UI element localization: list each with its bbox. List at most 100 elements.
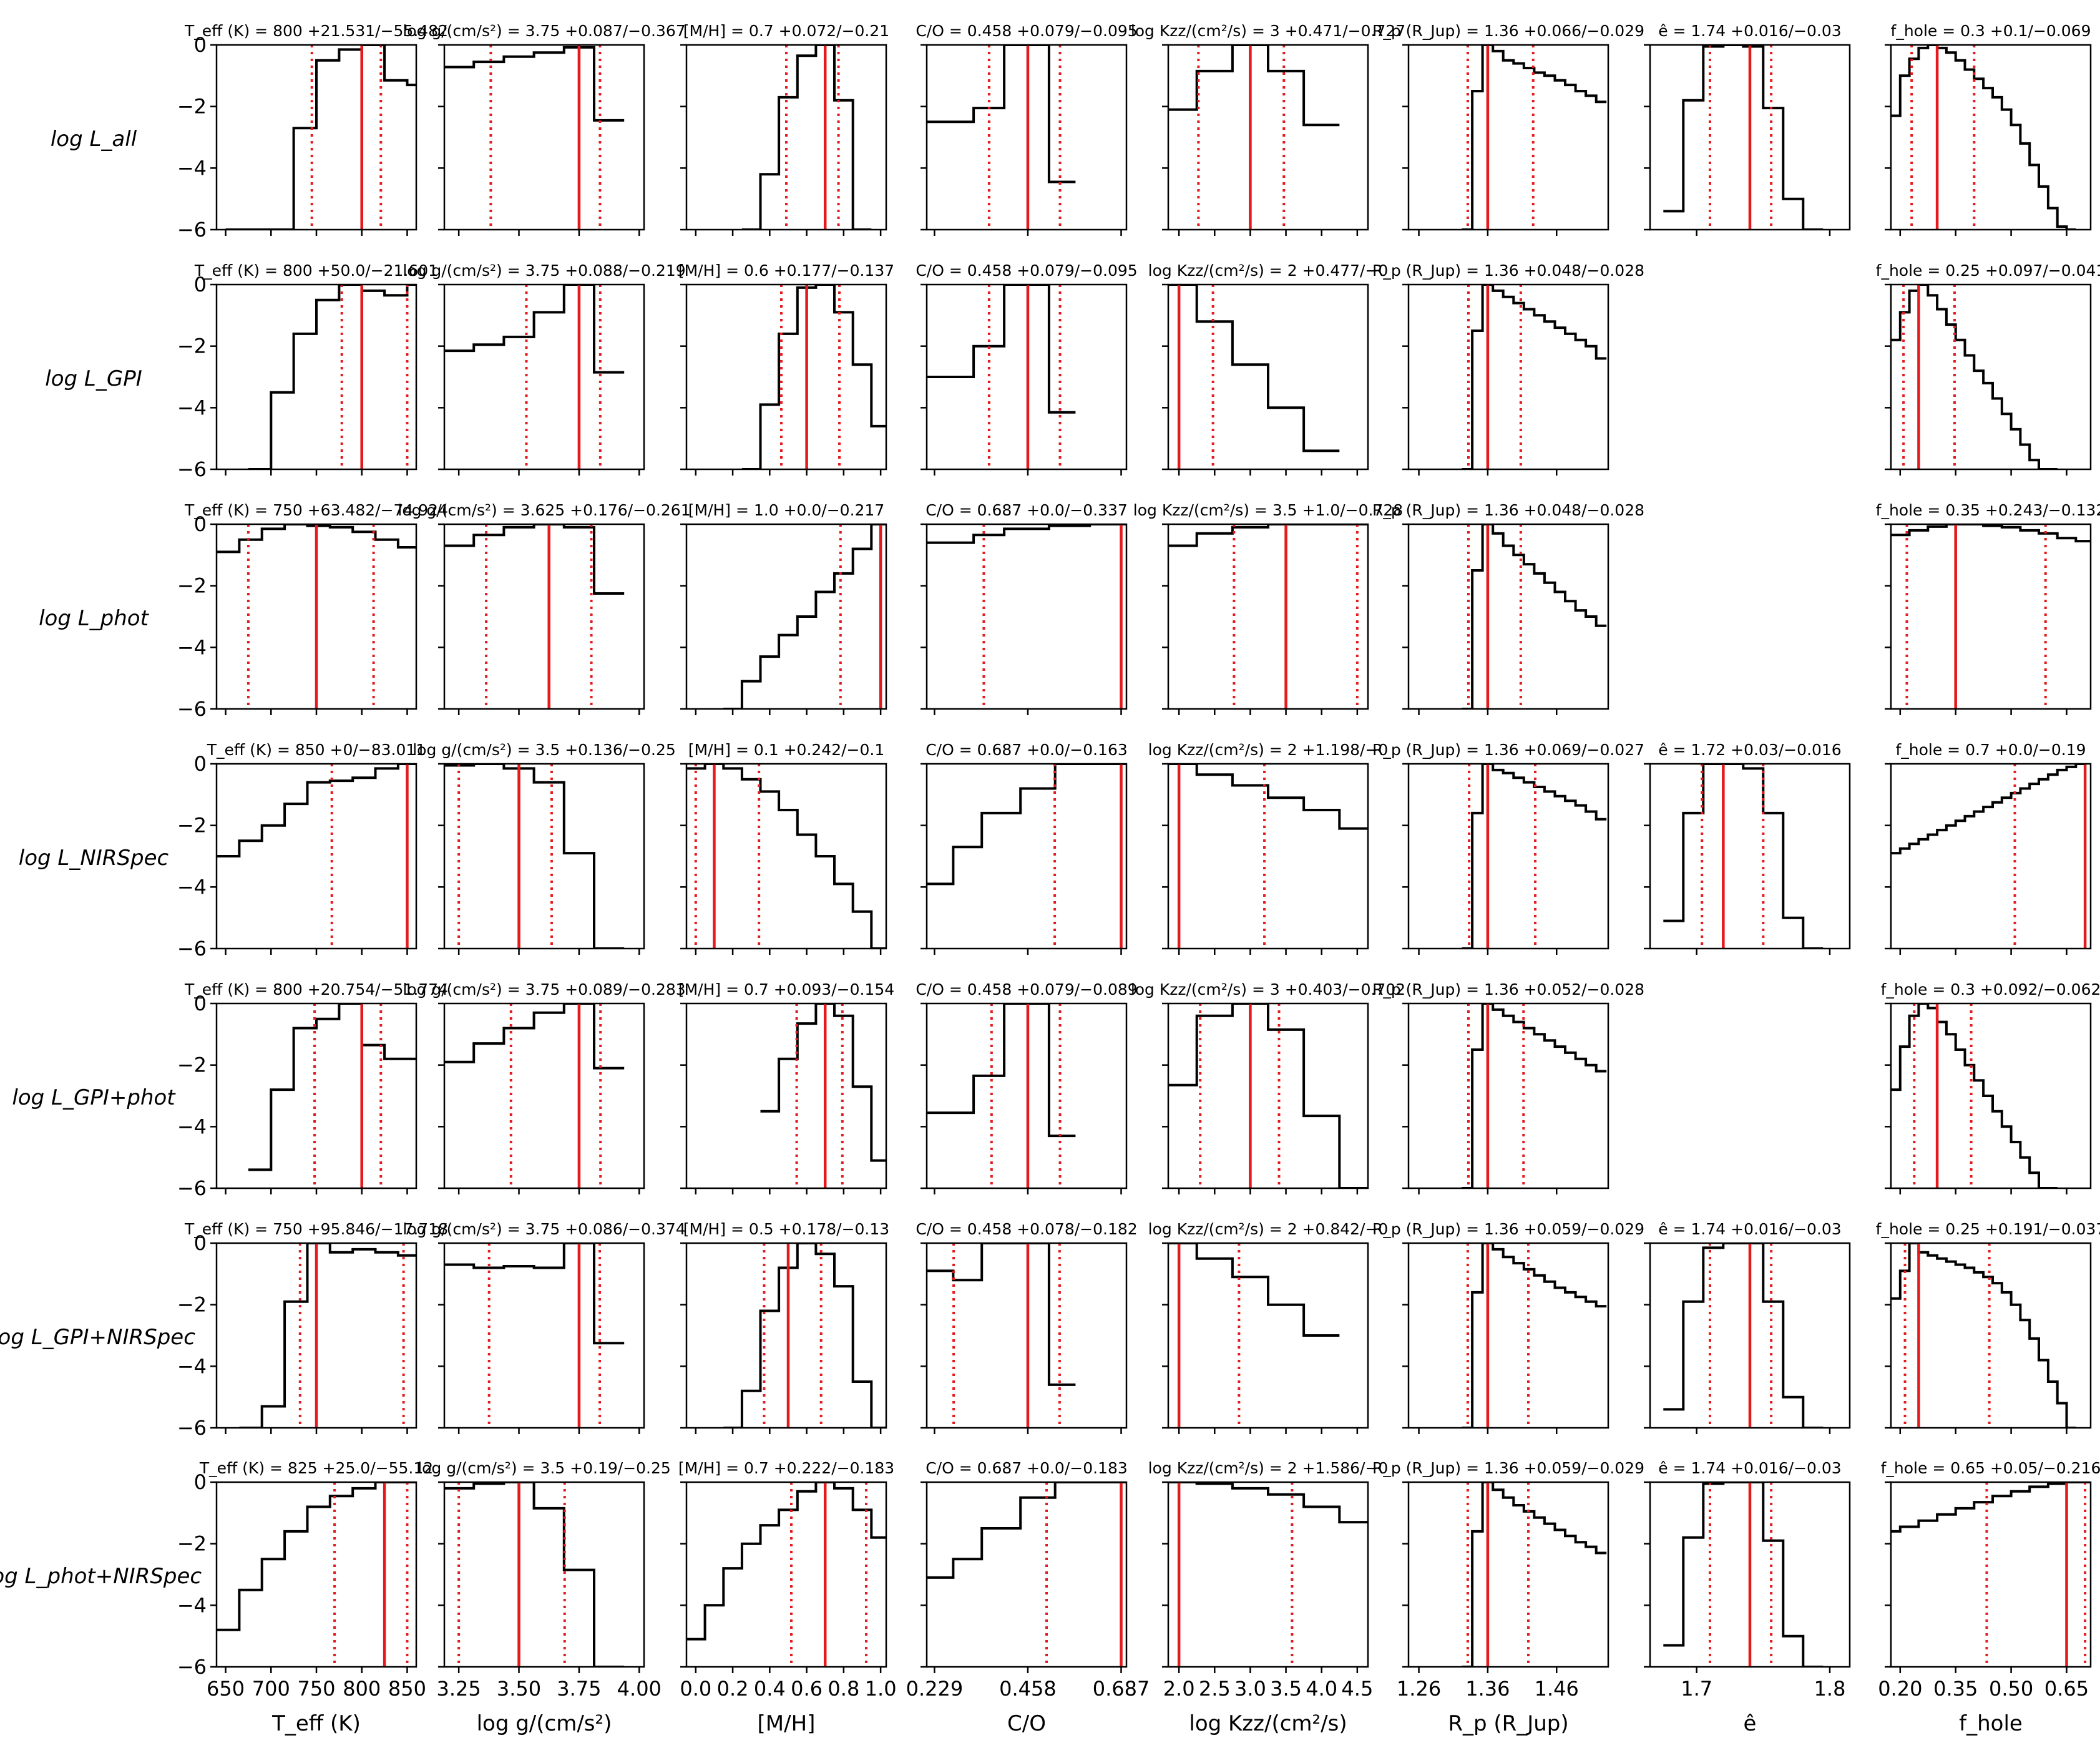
panel-ehat: ê = 1.74 +0.016/−0.03 (1644, 22, 1851, 236)
axes-frame (1407, 1481, 1609, 1668)
axes-frame (925, 763, 1128, 950)
panel-title: log g/(cm/s²) = 3.75 +0.087/−0.367 (403, 22, 685, 40)
axes-frame (685, 1242, 887, 1429)
axes-frame (685, 523, 887, 710)
x-tick-label: 0.4 (754, 1677, 786, 1701)
y-tick-label: −6 (177, 457, 207, 481)
histogram-step (1462, 1243, 1607, 1428)
y-tick-label: −6 (177, 1655, 207, 1679)
axes-frame (685, 44, 887, 231)
panel-co: C/O = 0.687 +0.0/−0.337 (921, 501, 1128, 715)
panel-title: [M/H] = 0.7 +0.093/−0.154 (678, 980, 894, 998)
histogram-step (1462, 524, 1607, 709)
panel-kzz: log Kzz/(cm²/s) = 2 +0.842/−0 (1148, 1220, 1388, 1434)
histogram-step (1462, 45, 1607, 230)
panel-mh: [M/H] = 0.7 +0.222/−0.183 0.0 0.2 0.4 0.6 0.8… (678, 1459, 897, 1701)
panel-rp: R_p (R_Jup) = 1.36 +0.048/−0.028 (1372, 261, 1644, 476)
axes-frame (925, 283, 1128, 471)
panel-co: C/O = 0.687 +0.0/−0.163 (921, 741, 1128, 955)
axes-frame (1407, 44, 1609, 231)
axes-frame (1167, 763, 1369, 950)
panel-fhole: f_hole = 0.25 +0.097/−0.041 (1876, 261, 2100, 476)
panel-title: log Kzz/(cm²/s) = 3 +0.403/−0.702 (1131, 980, 1405, 998)
y-tick-label: −4 (177, 635, 207, 659)
panel-co: C/O = 0.458 +0.079/−0.095 (916, 22, 1138, 236)
panel-title: C/O = 0.458 +0.079/−0.089 (916, 980, 1137, 998)
panel-title: log Kzz/(cm²/s) = 3 +0.471/−0.727 (1131, 22, 1405, 40)
histogram-step (217, 524, 416, 554)
x-tick-label: 750 (297, 1677, 335, 1701)
panel-title: R_p (R_Jup) = 1.36 +0.069/−0.027 (1372, 741, 1644, 759)
x-axis-label-kzz: log Kzz/(cm²/s) (1189, 1711, 1347, 1736)
panel-title: T_eff (K) = 750 +95.846/−17.718 (184, 1220, 448, 1238)
panel-logg: log g/(cm/s²) = 3.5 +0.136/−0.25 (413, 741, 676, 955)
axes-frame (1407, 763, 1609, 950)
histogram-step (1663, 45, 1824, 230)
histogram-step (1168, 1003, 1368, 1188)
histogram-step (1891, 1482, 2091, 1533)
x-tick-label: 1.26 (1397, 1677, 1441, 1701)
axes-frame (1167, 1242, 1369, 1429)
histogram-step (444, 46, 625, 122)
histogram-step (741, 45, 872, 230)
panel-title: R_p (R_Jup) = 1.36 +0.059/−0.029 (1372, 1220, 1644, 1238)
axes-frame (1407, 283, 1609, 471)
panel-kzz: log Kzz/(cm²/s) = 2 +1.586/−0 2.0 2.5 3.0 3.… (1148, 1459, 1389, 1701)
x-tick-label: 850 (388, 1677, 426, 1701)
histogram-step (760, 1003, 886, 1162)
axes-frame (1890, 1481, 2092, 1668)
panel-mh: [M/H] = 0.6 +0.177/−0.137 (678, 261, 894, 476)
histogram-step (686, 1482, 886, 1641)
panel-title: T_eff (K) = 800 +50.0/−21.601 (194, 261, 438, 280)
y-tick-label: −4 (177, 875, 207, 899)
x-tick-label: 0.6 (791, 1677, 823, 1701)
row-2: log L_phot T_eff (K) = 750 +63.482/−74.92… (39, 501, 2100, 721)
panel-kzz: log Kzz/(cm²/s) = 2 +0.477/−0 (1148, 261, 1389, 476)
y-tick-label: 0 (194, 752, 207, 776)
panel-title: log Kzz/(cm²/s) = 2 +0.477/−0 (1148, 261, 1389, 280)
x-tick-label: 4.0 (1306, 1677, 1337, 1701)
panel-kzz: log Kzz/(cm²/s) = 3 +0.471/−0.727 (1131, 22, 1405, 236)
x-axis-label-mh: [M/H] (758, 1711, 816, 1736)
histogram-step (225, 45, 416, 230)
row-0: log L_all T_eff (K) = 800 +21.531/−55.482… (51, 22, 2092, 242)
axes-frame (685, 1002, 887, 1189)
x-axis-label-ehat: ê (1744, 1711, 1757, 1736)
panel-kzz: log Kzz/(cm²/s) = 3.5 +1.0/−0.728 (1133, 501, 1403, 715)
y-tick-label: −2 (177, 574, 207, 598)
histogram-step (1891, 524, 2091, 543)
panel-title: log g/(cm/s²) = 3.75 +0.088/−0.219 (403, 261, 685, 280)
x-tick-label: 0.2 (717, 1677, 749, 1701)
axes-frame (1890, 523, 2092, 710)
y-tick-label: 0 (194, 33, 207, 57)
panel-title: f_hole = 0.3 +0.1/−0.069 (1891, 22, 2091, 40)
histogram-step (1891, 1243, 2076, 1428)
histogram-step (1168, 1243, 1340, 1337)
row-label: log L_GPI+phot (12, 1085, 176, 1110)
axes-frame (443, 283, 645, 471)
panel-title: f_hole = 0.65 +0.05/−0.216 (1881, 1459, 2100, 1477)
row-label: log L_phot+NIRSpec (0, 1564, 202, 1589)
panel-title: [M/H] = 0.1 +0.242/−0.1 (688, 741, 885, 759)
histogram-step (444, 1003, 625, 1070)
x-tick-label: 3.5 (1270, 1677, 1302, 1701)
x-tick-label: 0.8 (828, 1677, 859, 1701)
panel-title: C/O = 0.687 +0.0/−0.183 (925, 1459, 1128, 1477)
axes-frame (215, 1481, 418, 1668)
x-tick-label: 700 (252, 1677, 290, 1701)
panel-title: T_eff (K) = 800 +20.754/−51.774 (184, 980, 448, 998)
row-label: log L_all (51, 127, 137, 152)
panel-mh: [M/H] = 0.1 +0.242/−0.1 (680, 741, 887, 955)
x-axis-label-rp: R_p (R_Jup) (1448, 1711, 1568, 1736)
panel-ehat: ê = 1.74 +0.016/−0.03 1.7 1.8 (1644, 1459, 1851, 1701)
histogram-step (1663, 1243, 1824, 1428)
panel-title: log g/(cm/s²) = 3.625 +0.176/−0.261 (398, 501, 690, 519)
axes-frame (1890, 763, 2092, 950)
x-tick-label: 650 (207, 1677, 245, 1701)
histogram-step (217, 764, 416, 857)
axes-frame (925, 523, 1128, 710)
axes-frame (925, 44, 1128, 231)
